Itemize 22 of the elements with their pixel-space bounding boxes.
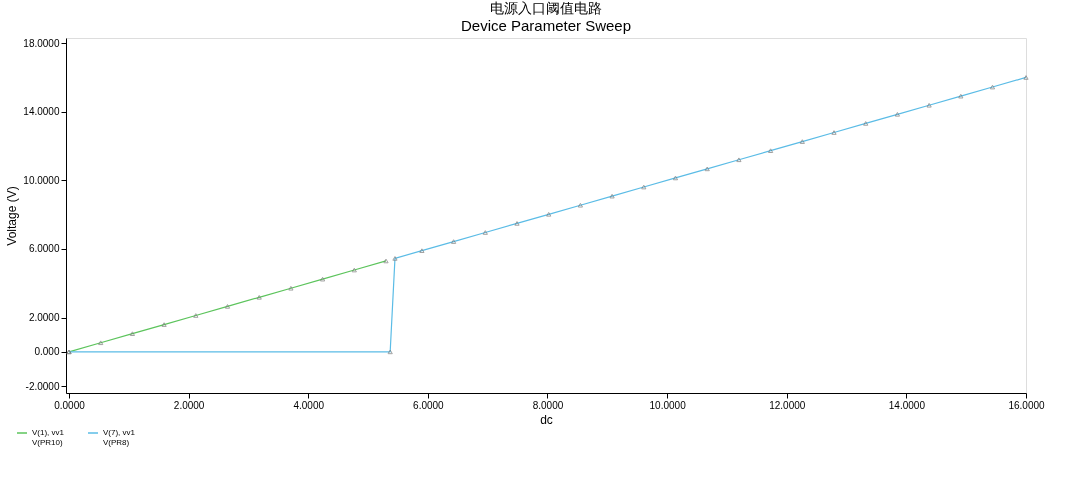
y-tick-label: 18.0000 [23, 37, 60, 49]
legend-label: V(7), vv1 V(PR8) [103, 428, 136, 447]
x-tick-label: 16.0000 [1008, 399, 1046, 411]
x-tick-label: 14.0000 [888, 399, 926, 411]
legend-label: V(1), vv1 V(PR10) [32, 428, 65, 447]
x-tick-label: 0.0000 [54, 399, 86, 411]
x-tick-label: 4.0000 [293, 399, 325, 411]
chart-title: 电源入口阈值电路 [490, 0, 602, 16]
x-tick-label: 2.0000 [173, 399, 205, 411]
y-tick-label: 6.0000 [28, 243, 60, 255]
x-tick-label: 8.0000 [532, 399, 564, 411]
x-tick-label: 6.0000 [413, 399, 445, 411]
x-axis-title: dc [540, 412, 553, 427]
y-tick-label: 10.0000 [23, 174, 60, 186]
y-tick-label: 14.0000 [23, 106, 60, 118]
x-tick-label: 12.0000 [769, 399, 806, 411]
y-tick-label: -2.0000 [25, 380, 60, 392]
chart-subtitle: Device Parameter Sweep [460, 17, 632, 34]
y-tick-label: 0.000 [34, 346, 60, 358]
y-tick-label: 2.0000 [28, 312, 60, 324]
y-axis-title: Voltage (V) [5, 186, 20, 246]
x-tick-label: 10.0000 [649, 399, 687, 411]
